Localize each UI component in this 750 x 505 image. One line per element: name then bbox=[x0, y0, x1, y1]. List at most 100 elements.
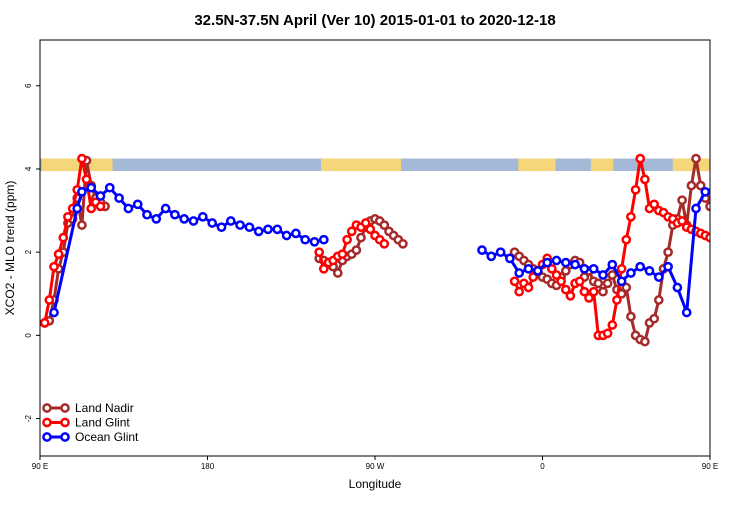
legend-label: Land Glint bbox=[75, 416, 130, 430]
data-point bbox=[705, 232, 710, 243]
data-point bbox=[695, 180, 706, 191]
data-point bbox=[332, 268, 343, 278]
data-point bbox=[730, 184, 737, 191]
data-point bbox=[72, 203, 83, 214]
x-tick-label: 0 bbox=[540, 462, 545, 471]
data-point bbox=[532, 266, 543, 276]
data-point bbox=[207, 218, 218, 228]
data-point bbox=[379, 220, 390, 230]
data-point bbox=[725, 211, 732, 218]
series-ocean-glint bbox=[49, 182, 737, 318]
x-tick-label: 90 E bbox=[702, 462, 718, 471]
data-point bbox=[44, 295, 55, 305]
data-point bbox=[225, 216, 236, 226]
data-point bbox=[584, 293, 594, 303]
data-point bbox=[160, 203, 171, 214]
y-axis-label: XCO2 - MLO trend (ppm) bbox=[3, 181, 17, 316]
data-point bbox=[640, 336, 650, 347]
land-band-segment bbox=[518, 158, 556, 172]
data-point bbox=[188, 216, 199, 226]
data-point bbox=[663, 247, 673, 258]
data-point bbox=[86, 203, 97, 214]
data-point bbox=[640, 174, 650, 185]
legend-item: Land Glint bbox=[42, 416, 130, 430]
data-point bbox=[720, 192, 727, 199]
data-point bbox=[77, 220, 87, 230]
data-point bbox=[346, 226, 357, 237]
data-point bbox=[663, 261, 673, 272]
data-point bbox=[672, 282, 683, 293]
data-point bbox=[132, 199, 143, 210]
data-point bbox=[95, 201, 106, 212]
data-point bbox=[546, 263, 557, 274]
data-point bbox=[486, 251, 497, 262]
data-point bbox=[607, 270, 618, 280]
data-point bbox=[570, 259, 580, 270]
legend-marker bbox=[60, 417, 70, 428]
data-point bbox=[505, 253, 515, 264]
data-point bbox=[744, 219, 750, 226]
data-point bbox=[509, 276, 520, 287]
y-tick-label: 0 bbox=[24, 333, 33, 338]
data-point bbox=[365, 224, 376, 235]
data-point bbox=[542, 257, 553, 268]
data-point bbox=[104, 182, 115, 193]
data-point bbox=[235, 220, 245, 230]
data-point bbox=[179, 214, 190, 224]
data-point bbox=[607, 259, 618, 270]
data-point bbox=[58, 232, 69, 243]
data-point bbox=[734, 213, 741, 220]
data-point bbox=[551, 270, 562, 280]
data-point bbox=[607, 320, 618, 330]
data-point bbox=[551, 255, 562, 266]
data-point bbox=[626, 311, 636, 322]
data-point bbox=[677, 195, 687, 206]
data-point bbox=[653, 295, 664, 305]
data-point bbox=[621, 234, 632, 245]
land-ocean-band bbox=[40, 158, 710, 172]
data-point bbox=[514, 268, 525, 278]
data-point bbox=[616, 263, 627, 274]
chart-title: 32.5N-37.5N April (Ver 10) 2015-01-01 to… bbox=[194, 12, 555, 29]
data-point bbox=[244, 222, 255, 233]
legend-label: Ocean Glint bbox=[75, 430, 139, 444]
data-point bbox=[709, 186, 710, 189]
data-point bbox=[379, 238, 390, 249]
data-point bbox=[653, 272, 664, 282]
plot-frame bbox=[39, 39, 711, 457]
data-point bbox=[560, 284, 571, 295]
data-point bbox=[318, 263, 329, 274]
data-point bbox=[272, 224, 283, 235]
data-point bbox=[560, 257, 571, 268]
y-tick-label: 6 bbox=[24, 83, 33, 88]
data-point bbox=[151, 214, 162, 224]
data-point bbox=[598, 286, 608, 297]
y-tick-label: 2 bbox=[24, 249, 33, 254]
data-point bbox=[356, 232, 366, 243]
data-point bbox=[716, 203, 723, 210]
data-point bbox=[63, 211, 73, 222]
data-point bbox=[691, 153, 701, 164]
x-tick-label: 180 bbox=[201, 462, 215, 471]
data-point bbox=[281, 230, 292, 241]
data-point bbox=[574, 276, 585, 287]
data-point bbox=[556, 276, 566, 287]
data-point bbox=[81, 174, 92, 185]
data-point bbox=[579, 263, 590, 274]
data-point bbox=[77, 186, 87, 197]
data-point bbox=[528, 272, 539, 282]
data-point bbox=[579, 286, 590, 297]
data-point bbox=[142, 209, 152, 220]
data-point bbox=[342, 234, 352, 245]
data-point bbox=[730, 215, 737, 222]
plot-area bbox=[40, 153, 750, 347]
legend-marker bbox=[42, 403, 52, 413]
data-point bbox=[588, 263, 599, 274]
data-point bbox=[626, 211, 636, 222]
data-point bbox=[123, 203, 134, 214]
data-point bbox=[686, 180, 697, 191]
data-point bbox=[725, 242, 732, 249]
data-point bbox=[53, 249, 64, 260]
data-point bbox=[49, 261, 59, 272]
